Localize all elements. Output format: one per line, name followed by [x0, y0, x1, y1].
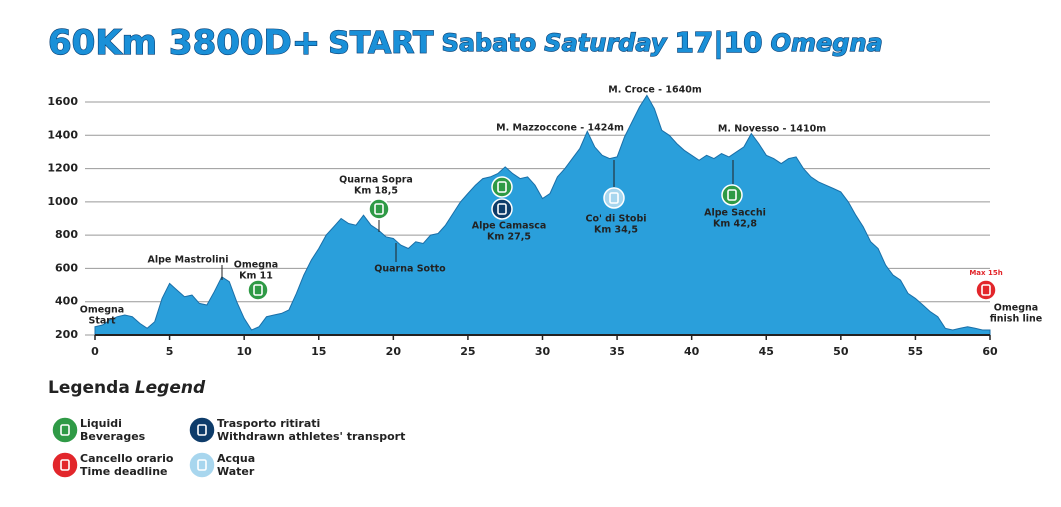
x-tick-label: 20: [386, 345, 402, 358]
legend-icon-glyph: [60, 424, 70, 436]
y-tick-label: 400: [55, 295, 78, 308]
title-part: START: [328, 26, 434, 61]
annotation: Start: [88, 316, 115, 327]
legend-title-it: Legenda: [48, 378, 130, 398]
legend-icon: [51, 451, 79, 479]
x-tick-label: 45: [759, 345, 774, 358]
annotation: Alpe Camasca: [472, 221, 547, 232]
legend-label: Acqua: [217, 452, 255, 465]
annotation: M. Croce - 1640m: [608, 85, 702, 96]
annotation-icon: [975, 279, 997, 301]
y-tick-label: 1200: [47, 162, 78, 175]
annotation-icon: [491, 176, 513, 198]
title-part: Saturday: [544, 29, 668, 57]
elevation-area: [94, 94, 991, 336]
annotation-icon: [603, 187, 625, 209]
annotation-icon: [491, 198, 513, 220]
x-tick-label: 5: [166, 345, 174, 358]
legend-title-en: Legend: [135, 378, 206, 398]
y-tick-label: 800: [55, 228, 78, 241]
legend-label: Cancello orario: [80, 452, 174, 465]
annotation: Quarna Sotto: [374, 264, 446, 275]
annotation: Km 27,5: [487, 232, 531, 243]
legend-icon: [188, 416, 216, 444]
x-tick-label: 30: [535, 345, 551, 358]
annotation-icon-glyph: [497, 181, 507, 193]
title-part: 60Km 3800D+: [48, 23, 320, 63]
legend-icon-glyph: [197, 459, 207, 471]
annotation-icon-glyph: [497, 203, 507, 215]
legend-title: Legenda Legend: [48, 378, 206, 398]
annotation: M. Novesso - 1410m: [718, 124, 826, 135]
legend-icon-glyph: [60, 459, 70, 471]
chart-title: 60Km 3800D+ START Sabato Saturday 17|10 Omegn…: [48, 23, 883, 63]
annotation-icon-glyph: [374, 203, 384, 215]
annotation-icon-glyph: [609, 192, 619, 204]
x-tick-label: 15: [311, 345, 326, 358]
annotation: Km 34,5: [594, 225, 638, 236]
title-part: Sabato: [441, 29, 536, 57]
annotation: Omegna: [994, 303, 1038, 314]
legend-label: Withdrawn athletes' transport: [217, 430, 405, 443]
annotation-icon: [368, 198, 390, 220]
annotation: Max 15h: [969, 269, 1002, 277]
legend-label: Trasporto ritirati: [217, 417, 320, 430]
annotation: Quarna Sopra: [339, 175, 413, 186]
legend-icon-glyph: [197, 424, 207, 436]
title-part: 17|10: [674, 26, 762, 59]
annotation: Co' di Stobi: [585, 214, 646, 225]
annotation-icon-glyph: [727, 189, 737, 201]
annotation: M. Mazzoccone - 1424m: [496, 123, 624, 134]
annotation: Km 11: [239, 271, 273, 282]
annotation: Omegna: [234, 260, 278, 271]
x-tick-label: 50: [833, 345, 849, 358]
legend-label: Water: [217, 465, 255, 478]
annotation: Km 42,8: [713, 219, 757, 230]
x-tick-label: 60: [982, 345, 998, 358]
annotation-icon: [247, 279, 269, 301]
x-tick-label: 40: [684, 345, 700, 358]
x-tick-label: 0: [91, 345, 99, 358]
x-tick-label: 55: [908, 345, 923, 358]
y-tick-label: 1600: [47, 95, 78, 108]
annotation-icon-glyph: [253, 284, 263, 296]
y-tick-label: 200: [55, 328, 78, 341]
annotation: Alpe Sacchi: [704, 208, 766, 219]
annotation: Alpe Mastrolini: [148, 255, 229, 266]
annotation-icon: [721, 184, 743, 206]
y-tick-label: 600: [55, 261, 78, 274]
annotation-icon-glyph: [981, 284, 991, 296]
title-part: Omegna: [771, 29, 883, 57]
legend-icon: [51, 416, 79, 444]
y-tick-label: 1400: [47, 128, 78, 141]
x-tick-label: 35: [609, 345, 624, 358]
x-tick-label: 25: [460, 345, 475, 358]
annotation: Omegna: [80, 305, 124, 316]
annotation: finish line: [990, 314, 1043, 325]
legend-icon: [188, 451, 216, 479]
x-tick-label: 10: [237, 345, 253, 358]
y-tick-label: 1000: [47, 195, 78, 208]
annotation: Km 18,5: [354, 186, 398, 197]
legend-label: Time deadline: [80, 465, 168, 478]
legend-label: Liquidi: [80, 417, 122, 430]
legend-label: Beverages: [80, 430, 146, 443]
